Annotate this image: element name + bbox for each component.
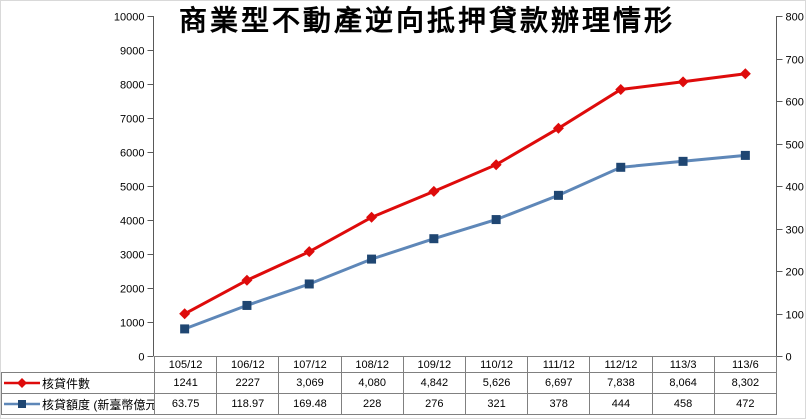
data-point-marker (428, 185, 440, 197)
table-value-cell: 5,626 (464, 372, 529, 394)
right-axis-tick-label: 200 (786, 267, 804, 279)
data-point-marker (553, 190, 563, 200)
table-corner-spacer (2, 357, 155, 373)
table-value-cell: 8,302 (713, 372, 778, 394)
legend-item-series-1: 核貸額度 (新臺幣億元) (1, 393, 156, 415)
table-value-cell: 228 (340, 393, 404, 415)
legend-item-series-0: 核貸件數 (1, 372, 156, 394)
left-axis-tick-label: 2000 (120, 284, 144, 296)
left-axis-tick-label: 8000 (120, 80, 144, 92)
table-value-cell: 4,080 (340, 372, 404, 394)
right-axis-tick-label: 500 (786, 140, 804, 152)
series-line-1 (184, 153, 746, 331)
left-axis-tick-label: 9000 (120, 46, 144, 58)
category-label: 111/12 (527, 356, 591, 373)
diamond-legend-key-icon (4, 378, 40, 388)
data-point-marker (490, 159, 502, 171)
right-axis-tick-label: 800 (786, 12, 804, 24)
right-axis-tick-label: 700 (786, 55, 804, 67)
data-point-marker (179, 308, 191, 320)
left-axis-tick-label: 3000 (120, 250, 144, 262)
left-axis-tick-label: 10000 (114, 12, 145, 24)
table-value-cell: 63.75 (154, 393, 218, 415)
table-value-cell: 8,064 (651, 372, 715, 394)
left-axis-tick-label: 4000 (120, 216, 144, 228)
data-point-marker (304, 279, 314, 289)
category-label: 113/6 (713, 356, 778, 373)
table-value-cell: 7,838 (589, 372, 653, 394)
table-value-cell: 1241 (154, 372, 218, 394)
data-point-marker (677, 76, 689, 88)
table-value-cell: 118.97 (216, 393, 280, 415)
data-point-marker (180, 324, 190, 334)
data-point-marker (429, 234, 439, 244)
right-axis-tick-label: 400 (786, 182, 804, 194)
category-label: 106/12 (216, 356, 280, 373)
data-point-marker (616, 162, 626, 172)
table-value-cell: 6,697 (527, 372, 591, 394)
left-axis-tick-label: 1000 (120, 318, 144, 330)
table-value-cell: 378 (527, 393, 591, 415)
table-value-cell: 472 (713, 393, 778, 415)
table-value-cell: 2227 (216, 372, 280, 394)
data-point-marker (367, 254, 377, 264)
table-value-cell: 321 (464, 393, 529, 415)
table-value-cell: 3,069 (278, 372, 342, 394)
data-point-marker (366, 211, 378, 223)
left-axis-tick-label: 6000 (120, 148, 144, 160)
data-point-marker (303, 246, 315, 258)
legend-label: 核貸額度 (新臺幣億元) (42, 397, 155, 412)
left-axis-tick-label: 5000 (120, 182, 144, 194)
table-value-cell: 169.48 (278, 393, 342, 415)
category-label: 107/12 (278, 356, 342, 373)
right-axis-tick-label: 600 (786, 97, 804, 109)
category-label: 108/12 (340, 356, 404, 373)
right-axis-tick-label: 300 (786, 225, 804, 237)
data-point-marker (740, 150, 750, 160)
data-table: 105/12 106/12 107/12 108/12 109/12 110/12 111/… (1, 356, 778, 415)
right-axis-tick-label: 100 (786, 310, 804, 322)
data-point-marker (491, 215, 501, 225)
data-point-marker (615, 84, 627, 96)
category-label: 109/12 (402, 356, 466, 373)
data-point-marker (552, 122, 564, 134)
series-line-0 (183, 72, 746, 316)
table-value-cell: 4,842 (402, 372, 466, 394)
data-point-marker (739, 68, 751, 80)
category-header-row: 105/12 106/12 107/12 108/12 109/12 110/12 111/… (2, 356, 778, 373)
legend-label: 核貸件數 (42, 376, 91, 391)
right-axis-tick-label: 0 (786, 352, 792, 364)
table-value-cell: 276 (402, 393, 466, 415)
left-axis-tick-label: 0 (138, 352, 144, 364)
table-row-series-0: 核貸件數 1241 2227 3,069 4,080 4,842 5,626 6,697 7,8… (1, 372, 778, 394)
data-point-marker (678, 156, 688, 166)
table-value-cell: 458 (651, 393, 715, 415)
table-row-series-1: 核貸額度 (新臺幣億元) 63.75 118.97 169.48 228 276 321 37… (1, 393, 778, 415)
data-point-marker (242, 300, 252, 310)
chart-title: 商業型不動產逆向抵押貸款辦理情形 (178, 4, 675, 37)
category-label: 110/12 (464, 356, 529, 373)
data-point-marker (241, 274, 253, 286)
table-value-cell: 444 (589, 393, 653, 415)
category-label: 112/12 (589, 356, 653, 373)
category-label: 113/3 (651, 356, 715, 373)
square-legend-key-icon (4, 400, 40, 408)
category-label: 105/12 (154, 356, 218, 373)
left-axis-tick-label: 7000 (120, 114, 144, 126)
